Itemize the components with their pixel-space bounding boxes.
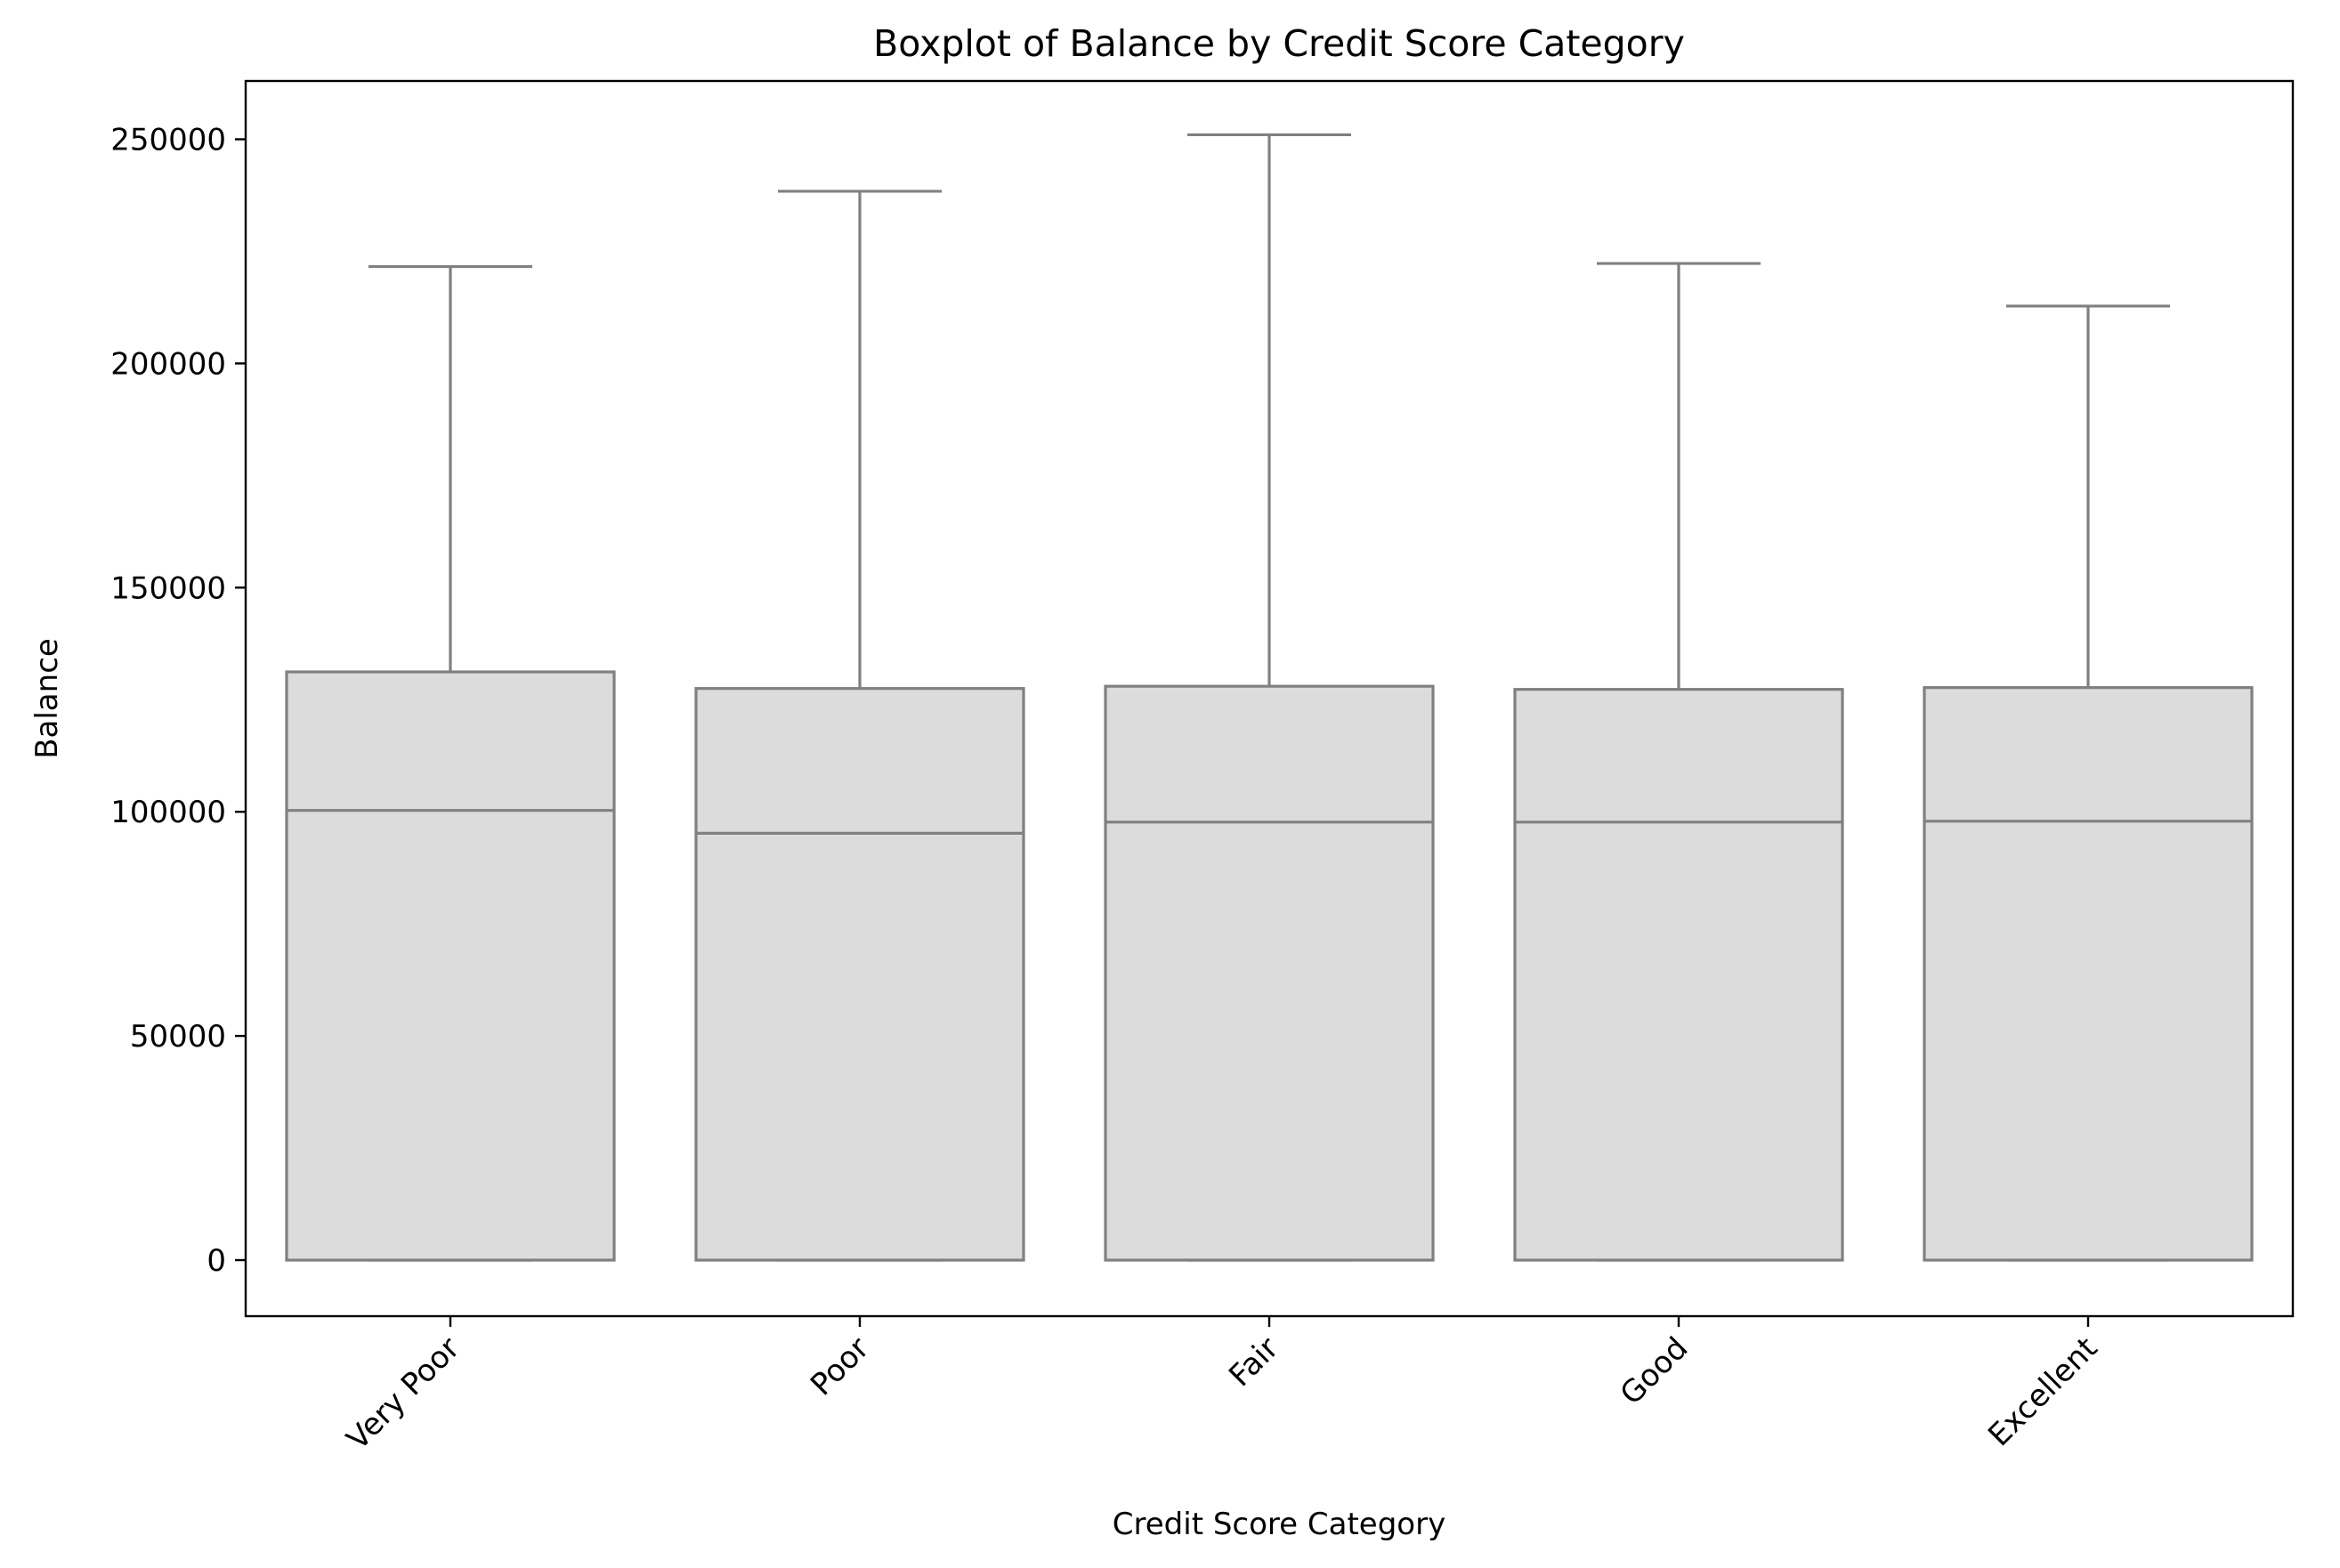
- y-tick-label: 200000: [110, 346, 226, 382]
- x-tick-label: Poor: [804, 1330, 876, 1402]
- plot-area: [285, 133, 2254, 1262]
- box-body: [1923, 686, 2254, 1262]
- y-tick-label: 250000: [110, 122, 226, 158]
- box-body: [694, 687, 1025, 1262]
- y-tick-label: 50000: [130, 1019, 226, 1055]
- y-axis: 0 50000 100000 150000 200000 250000: [110, 122, 246, 1279]
- box-4: [1923, 304, 2254, 1262]
- y-axis-label: Balance: [29, 638, 65, 759]
- chart-title: Boxplot of Balance by Credit Score Categ…: [873, 22, 1685, 65]
- box-3: [1513, 262, 1844, 1262]
- box-1: [694, 190, 1025, 1262]
- y-tick-label: 100000: [110, 795, 226, 830]
- y-tick-label: 0: [206, 1243, 226, 1279]
- x-tick-label: Fair: [1222, 1330, 1285, 1394]
- x-axis-label: Credit Score Category: [1113, 1507, 1445, 1542]
- box-body: [1513, 688, 1844, 1262]
- x-tick-label: Good: [1614, 1330, 1696, 1412]
- x-axis: Very Poor Poor Fair Good Excellent: [340, 1316, 2104, 1457]
- box-2: [1104, 133, 1435, 1262]
- y-tick-label: 150000: [110, 570, 226, 606]
- box-0: [285, 264, 616, 1262]
- x-tick-label: Very Poor: [340, 1330, 466, 1457]
- box-body: [285, 670, 616, 1262]
- x-tick-label: Excellent: [1981, 1330, 2104, 1453]
- box-body: [1104, 684, 1435, 1262]
